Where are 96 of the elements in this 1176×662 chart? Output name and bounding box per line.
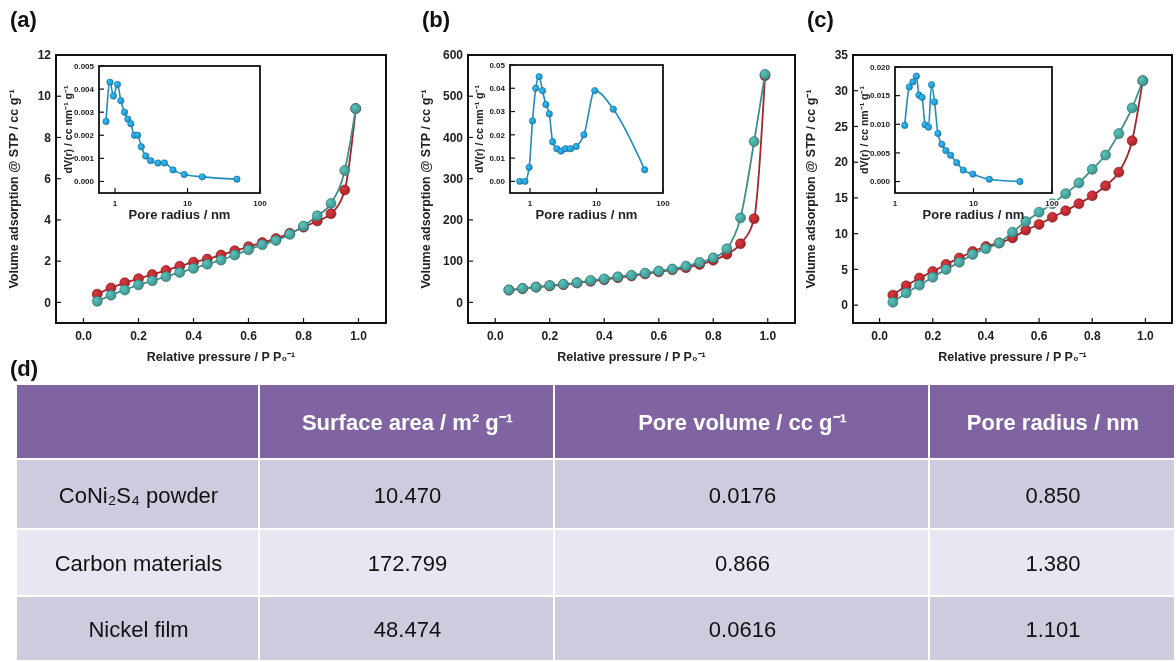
chart-title: (b) <box>422 7 451 32</box>
y-tick-label: 0.020 <box>869 62 891 72</box>
x-axis-title: Relative pressure / P P₀⁻¹ <box>557 350 706 364</box>
y-tick-label: 0.04 <box>489 84 506 94</box>
y-tick-label: 12 <box>37 48 52 63</box>
x-tick-label: 1.0 <box>759 329 777 343</box>
category-label: Pore radius / nm <box>966 410 1140 436</box>
y-tick-label: 0.002 <box>73 131 95 141</box>
text: 1.101 <box>1025 617 1081 643</box>
text: 1.380 <box>1025 551 1081 577</box>
x-tick-label: 0.0 <box>75 329 93 343</box>
y-tick-label: 4 <box>44 213 52 228</box>
y-tick-label: 5 <box>841 262 849 277</box>
y-tick-label: 200 <box>442 213 464 228</box>
y-tick-label: 600 <box>442 48 464 63</box>
x-axis-title: Pore radius / nm <box>922 207 1025 222</box>
y-tick-label: 0.015 <box>869 91 891 101</box>
x-tick-label: 0.8 <box>1083 329 1101 343</box>
y-tick-label: 25 <box>834 119 849 134</box>
y-tick-label: 2 <box>44 254 52 269</box>
x-tick-label: 0.4 <box>185 329 203 343</box>
y-axis-title: dV(r) / cc nm⁻¹ g⁻¹ <box>62 85 74 174</box>
x-tick-label: 1.0 <box>1137 329 1155 343</box>
x-tick-label: 1.0 <box>350 329 368 343</box>
text: (d) <box>10 356 39 381</box>
y-tick-label: 0.05 <box>489 60 506 70</box>
y-tick-label: 10 <box>834 226 849 241</box>
y-tick-label: 6 <box>44 171 52 186</box>
y-tick-label: 0.010 <box>869 120 891 130</box>
x-tick-label: 0.0 <box>486 329 504 343</box>
x-axis-title: Relative pressure / P P₀⁻¹ <box>938 350 1087 364</box>
x-tick-label: 10 <box>183 199 193 208</box>
text: 48.474 <box>373 617 442 643</box>
category-label: CoNi₂S₄ powder <box>58 482 219 508</box>
y-tick-label: 500 <box>442 89 464 104</box>
y-tick-label: 0.003 <box>73 107 95 117</box>
text: 10.470 <box>373 482 442 508</box>
x-axis-title: Pore radius / nm <box>535 207 638 222</box>
y-axis-title: dV(r) / cc nm⁻¹ g⁻¹ <box>858 85 870 174</box>
category-label: Carbon materials <box>54 551 223 577</box>
y-axis-title: Volume adsorption @ STP / cc g⁻¹ <box>7 89 21 289</box>
x-tick-label: 0.0 <box>871 329 889 343</box>
y-tick-label: 0.03 <box>489 107 506 117</box>
y-tick-label: 0.000 <box>73 177 95 187</box>
y-tick-label: 300 <box>442 171 464 186</box>
x-tick-label: 10 <box>969 199 979 208</box>
text: 0.866 <box>714 551 771 577</box>
y-tick-label: 0.004 <box>73 84 95 94</box>
y-axis-title: dV(r) / cc nm⁻¹ g⁻¹ <box>473 84 485 173</box>
x-tick-label: 100 <box>656 199 671 208</box>
x-tick-label: 0.8 <box>295 329 313 343</box>
x-axis-title: Relative pressure / P P₀⁻¹ <box>146 350 296 364</box>
y-tick-label: 8 <box>44 130 52 145</box>
x-tick-label: 0.6 <box>650 329 668 343</box>
y-tick-label: 400 <box>442 130 464 145</box>
x-tick-label: 1 <box>112 199 118 208</box>
x-tick-label: 0.8 <box>704 329 722 343</box>
category-label: Nickel film <box>88 617 189 643</box>
y-tick-label: 0.005 <box>73 61 95 71</box>
text: 0.0176 <box>708 482 777 508</box>
text: 172.799 <box>367 551 448 577</box>
y-tick-label: 0.005 <box>869 148 891 158</box>
x-tick-label: 0.2 <box>541 329 559 343</box>
x-tick-label: 1 <box>892 199 898 208</box>
y-tick-label: 0.00 <box>489 177 506 187</box>
category-label: Surface area / m² g⁻¹ <box>301 410 514 436</box>
x-tick-label: 10 <box>592 199 602 208</box>
y-tick-label: 0.02 <box>489 130 506 140</box>
y-tick-label: 0 <box>44 295 52 310</box>
y-tick-label: 0.000 <box>869 177 891 187</box>
category-label: Pore volume / cc g⁻¹ <box>638 410 847 436</box>
y-tick-label: 30 <box>834 83 849 98</box>
y-tick-label: 0 <box>841 298 849 313</box>
text: 0.850 <box>1025 482 1081 508</box>
x-axis-title: Pore radius / nm <box>128 207 231 222</box>
y-axis-title: Volume adsorption @ STP / cc g⁻¹ <box>804 89 818 289</box>
y-tick-label: 35 <box>834 48 849 63</box>
x-tick-label: 0.2 <box>924 329 942 343</box>
y-tick-label: 100 <box>442 254 464 269</box>
x-tick-label: 0.6 <box>240 329 258 343</box>
y-axis-title: Volume adsorption @ STP / cc g⁻¹ <box>419 89 433 289</box>
y-tick-label: 15 <box>834 191 849 206</box>
chart-title: (a) <box>10 7 37 32</box>
text: 0.0616 <box>708 617 777 643</box>
y-tick-label: 0.001 <box>73 154 95 164</box>
x-tick-label: 100 <box>253 199 268 208</box>
x-tick-label: 0.4 <box>595 329 613 343</box>
x-tick-label: 0.4 <box>977 329 995 343</box>
x-tick-label: 0.6 <box>1030 329 1048 343</box>
y-tick-label: 0.01 <box>489 153 506 163</box>
chart-title: (c) <box>807 7 834 32</box>
y-tick-label: 20 <box>834 155 849 170</box>
x-tick-label: 0.2 <box>130 329 148 343</box>
x-tick-label: 1 <box>527 199 533 208</box>
y-tick-label: 10 <box>37 89 52 104</box>
y-tick-label: 0 <box>456 295 464 310</box>
